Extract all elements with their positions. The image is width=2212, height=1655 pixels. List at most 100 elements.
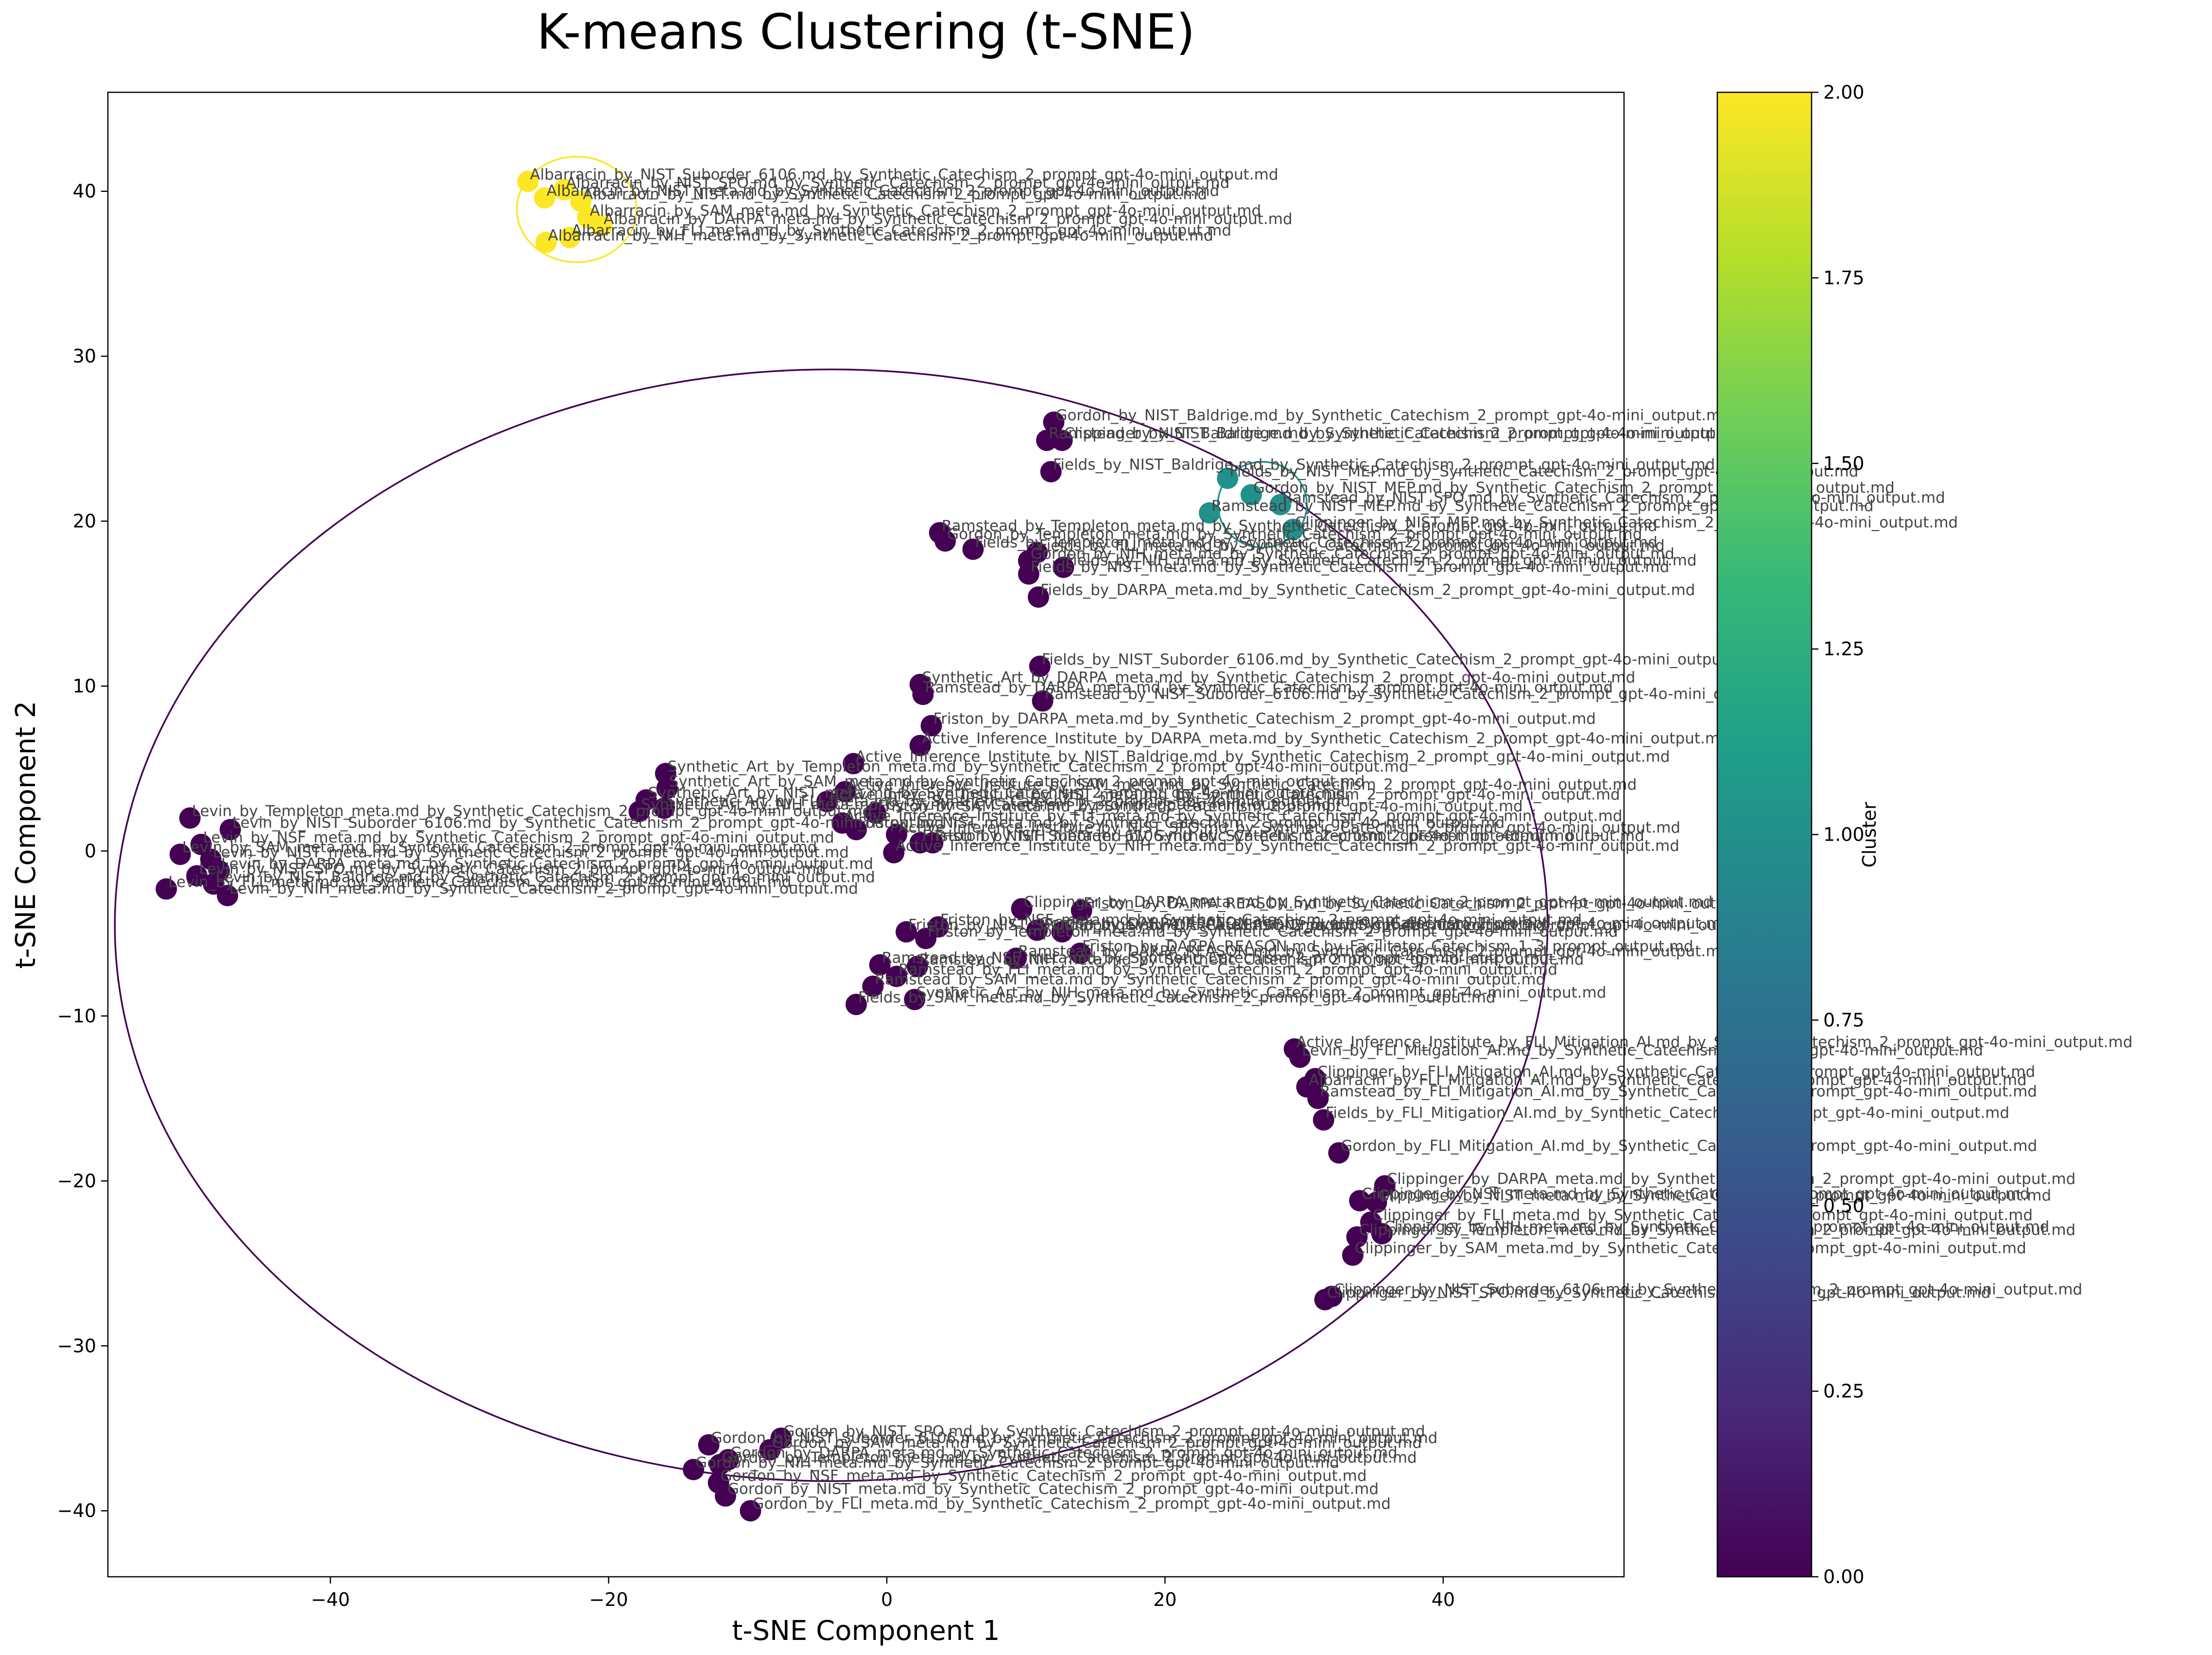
- scatter-point: [553, 179, 575, 201]
- point-label: Synthetic_Art_by_FLI_meta.md_by_Syntheti…: [666, 793, 1350, 810]
- point-label: Fields_by_NIST_Suborder_6106.md_by_Synth…: [1042, 651, 1756, 668]
- point-label: Levin_by_FLI_Mitigation_AI.md_by_Synthet…: [1302, 1042, 1983, 1059]
- point-label: Fields_by_FLI_Mitigation_AI.md_by_Synthe…: [1326, 1104, 2009, 1122]
- point-label: Levin_by_NIST_Suborder_6106.md_by_Synthe…: [232, 814, 944, 831]
- point-label: Albarracin_by_NIST_meta.md_by_Synthetic_…: [547, 182, 1219, 200]
- y-axis-label: t-SNE Component 2: [10, 701, 42, 968]
- scatter-point: [1240, 484, 1262, 506]
- point-label: Ramstead_by_NSF_meta.md_by_Synthetic_Cat…: [882, 949, 1549, 967]
- plot-frame: [107, 91, 1625, 1578]
- point-label: Ramstead_by_NIH_meta.md_by_Synthetic_Cat…: [919, 951, 1584, 968]
- colorbar-tick-label: 0.00: [1823, 1566, 1865, 1587]
- scatter-point: [904, 988, 926, 1010]
- point-label: Fields_by_NIST_Baldrige.md_by_Synthetic_…: [1053, 456, 1715, 474]
- point-label: Gordon_by_NIH_meta.md_by_Synthetic_Catec…: [1031, 545, 1675, 563]
- point-label: Levin_by_NIST_meta.md_by_Synthetic_Catec…: [213, 844, 849, 861]
- point-label: Gordon_by_NIH_meta.md_by_Synthetic_Catec…: [695, 1454, 1339, 1471]
- point-label: Fields_by_NIST_meta.md_by_Synthetic_Cate…: [1031, 558, 1669, 576]
- point-label: Ramstead_by_DARPA_REASON.md_by_Synthetic…: [1018, 943, 1730, 960]
- point-label: Levin_by_NIST_SPO.md_by_Synthetic_Catech…: [199, 860, 826, 878]
- scatter-point: [559, 226, 581, 248]
- scatter-point: [843, 753, 864, 775]
- scatter-point: [1051, 921, 1073, 943]
- point-label: Clippinger_by_FLI_Mitigation_AI.md_by_Sy…: [1317, 1063, 2036, 1081]
- scatter-point: [1011, 898, 1033, 920]
- chart-title: K-means Clustering (t-SNE): [537, 3, 1195, 60]
- point-label: Active_Inference_Institute_by_NIST_SPO.m…: [899, 819, 1680, 837]
- point-label: Friston_by_NIST_meta.md_by_Synthetic_Cat…: [858, 814, 1505, 831]
- scatter-point: [179, 807, 201, 829]
- scatter-point: [1217, 467, 1239, 489]
- scatter-point: [1040, 461, 1062, 483]
- scatter-point: [909, 735, 931, 757]
- point-label: Clippinger_by_DARPA_REASON.md_by_Synthet…: [1064, 916, 1777, 934]
- scatter-point: [1342, 1244, 1364, 1266]
- point-label: Friston_by_NIST_Suborder_6106.md_by_Synt…: [922, 827, 1644, 845]
- point-label: Active_Inference_Institute_by_NIH_meta.m…: [896, 837, 1679, 855]
- point-label: Clippinger_by_NSF_meta.md_by_Synthetic_C…: [1362, 1185, 2029, 1203]
- scatter-point: [1071, 899, 1092, 921]
- point-label: Clippinger_by_DARPA_meta.md_by_Synthetic…: [1024, 893, 1713, 911]
- scatter-point: [1349, 1190, 1371, 1212]
- y-tick-label: 0: [85, 840, 96, 862]
- scatter-point: [1289, 1046, 1311, 1068]
- point-label: Ramstead_by_NIST_Baldrige.md_by_Syntheti…: [1049, 425, 1744, 442]
- point-label: Active_Inference_Institute_by_DARPA_meta…: [922, 730, 1729, 747]
- point-label: Levin_by_NSF_meta.md_by_Synthetic_Catech…: [203, 829, 834, 846]
- scatter-point: [862, 975, 884, 997]
- point-label: Ramstead_by_FLI_Mitigation_AI.md_by_Synt…: [1320, 1083, 2037, 1101]
- scatter-point: [883, 842, 905, 863]
- point-label: Albarracin_by_NIST_Suborder_6106.md_by_S…: [530, 166, 1278, 183]
- point-label: Friston_by_Templeton_meta.md_by_Syntheti…: [928, 923, 1618, 940]
- colorbar-label: Cluster: [1859, 802, 1880, 867]
- point-label: Synthetic_Art_by_NIH_meta.md_by_Syntheti…: [641, 796, 1331, 813]
- y-tick-label: 20: [73, 511, 96, 532]
- point-label: Synthetic_Art_by_Templeton_meta.md_by_Sy…: [668, 758, 1409, 776]
- point-label: Gordon_by_Templeton_meta.md_by_Synthetic…: [722, 1449, 1417, 1466]
- scatter-point: [709, 1454, 731, 1476]
- data-points: [156, 171, 1396, 1522]
- scatter-point: [217, 885, 239, 907]
- scatter-point: [1307, 1087, 1329, 1109]
- point-label: Gordon_by_SAM_meta.md_by_Synthetic_Catec…: [772, 1434, 1421, 1452]
- colorbar-tick-label: 0.75: [1823, 1009, 1865, 1031]
- point-label: Clippinger_by_NIH_meta.md_by_Synthetic_C…: [1384, 1218, 2049, 1236]
- point-label: Albarracin_by_DARPA_meta.md_by_Synthetic…: [604, 210, 1292, 228]
- point-label: Gordon_by_NIST_meta.md_by_Synthetic_Cate…: [727, 1481, 1379, 1498]
- point-label: Levin_by_NIST_Baldrige.md_by_Synthetic_C…: [216, 868, 875, 886]
- scatter-point: [885, 965, 907, 987]
- point-label: Albarracin_by_NIST_SPO.md_by_Synthetic_C…: [566, 174, 1230, 191]
- scatter-point: [1269, 494, 1291, 516]
- point-label: Gordon_by_NIST_Suborder_6106.md_by_Synth…: [711, 1429, 1438, 1447]
- scatter-point: [1051, 430, 1073, 451]
- point-label: Friston_by_DARPA_REASON.md_by_Synthetic_…: [1084, 895, 1770, 913]
- colorbar-tick-label: 0.50: [1823, 1195, 1865, 1216]
- point-label: Levin_by_Templeton_meta.md_by_Synthetic_…: [192, 803, 872, 820]
- scatter-point: [920, 715, 942, 737]
- scatter-point: [896, 921, 917, 943]
- x-tick-label: 20: [1153, 1589, 1176, 1610]
- point-label: Gordon_by_DARPA_REASON.md_by_Synthetic_C…: [1039, 914, 1730, 932]
- scatter-point: [1314, 1289, 1336, 1310]
- scatter-point: [845, 994, 867, 1016]
- point-label: Clippinger_by_NIST_Suborder_6106.md_by_S…: [1334, 1281, 2082, 1298]
- scatter-point: [570, 190, 592, 212]
- scatter-point: [1018, 563, 1039, 585]
- x-tick-label: 40: [1432, 1589, 1455, 1610]
- scatter-point: [219, 819, 241, 841]
- scatter-point: [912, 683, 934, 705]
- point-label: Fields_by_SAM_meta.md_by_Synthetic_Catec…: [858, 989, 1496, 1006]
- scatter-point: [1199, 502, 1221, 524]
- point-label: Synthetic_Art_by_DARPA_meta.md_by_Synthe…: [922, 669, 1636, 687]
- point-label: Ramstead_by_NIST_SPO.md_by_Synthetic_Cat…: [1282, 489, 1945, 507]
- point-label: Albarracin_by_FLI_Mitigation_AI.md_by_Sy…: [1309, 1071, 2026, 1089]
- scatter-point: [1346, 1226, 1368, 1248]
- y-tick-label: −20: [57, 1170, 96, 1191]
- scatter-point: [1371, 1223, 1393, 1244]
- point-label: Fields_by_FLI_meta.md_by_Synthetic_Catec…: [1039, 537, 1665, 554]
- scatter-point: [962, 538, 984, 560]
- scatter-point: [683, 1459, 705, 1481]
- scatter-point: [1043, 411, 1065, 433]
- x-tick-label: −40: [311, 1589, 350, 1610]
